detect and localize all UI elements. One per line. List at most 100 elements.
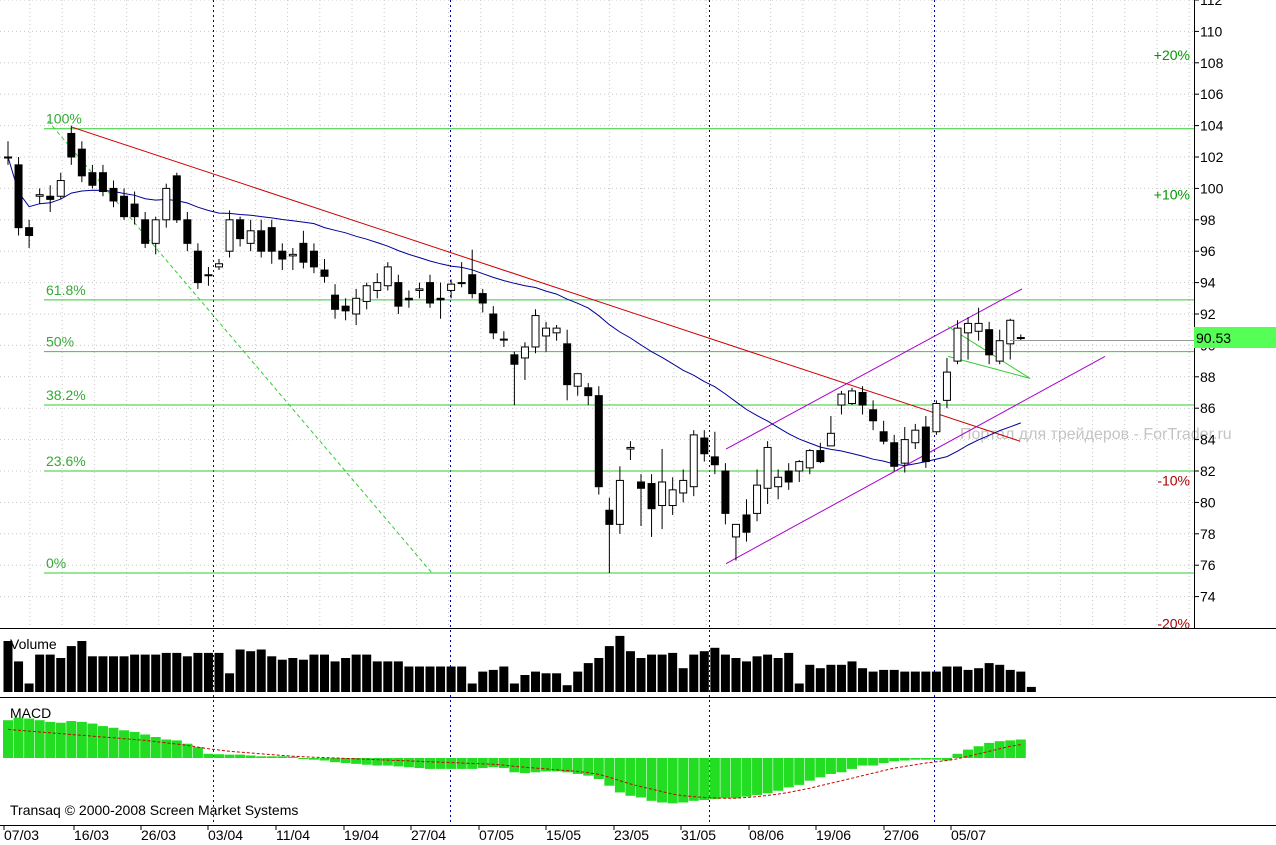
fib-level-label: 0% bbox=[46, 555, 66, 571]
macd-bar bbox=[509, 758, 520, 773]
candle-body-down bbox=[299, 242, 308, 263]
volume-bar bbox=[341, 658, 351, 692]
candle-body-up bbox=[520, 346, 529, 359]
candle-body-up bbox=[795, 461, 804, 472]
candles bbox=[4, 125, 1025, 574]
volume-bar bbox=[140, 654, 150, 692]
volume-bar bbox=[214, 652, 224, 692]
percent-level-label: -10% bbox=[1157, 472, 1190, 488]
candle-body-down bbox=[563, 343, 572, 386]
volume-bar bbox=[1016, 671, 1026, 692]
volume-bar bbox=[531, 671, 540, 692]
candle-body-up bbox=[658, 481, 667, 507]
candle-body-down bbox=[267, 227, 276, 252]
price-tick-label: 88 bbox=[1200, 369, 1216, 385]
candle-body-up bbox=[932, 402, 941, 433]
candle-body-down bbox=[478, 293, 487, 304]
flag-lower-line bbox=[947, 355, 1031, 379]
volume-bar bbox=[562, 685, 572, 692]
macd-bar bbox=[941, 758, 952, 761]
candle-body-down bbox=[921, 426, 930, 463]
macd-bar bbox=[562, 758, 573, 773]
candle-body-up bbox=[246, 230, 255, 244]
time-tick-label: 27/06 bbox=[884, 827, 919, 843]
time-tick-label: 31/05 bbox=[681, 827, 716, 843]
macd-bar bbox=[541, 758, 552, 772]
candle-body-down bbox=[647, 483, 656, 510]
candle-body-down bbox=[88, 172, 97, 186]
price-tick-label: 110 bbox=[1200, 23, 1223, 39]
macd-bar bbox=[129, 731, 140, 758]
volume-bar bbox=[836, 664, 846, 692]
candle-body-up bbox=[805, 450, 814, 469]
time-tick-label: 27/04 bbox=[411, 827, 446, 843]
volume-bar bbox=[372, 661, 382, 692]
candle-body-down bbox=[721, 470, 730, 514]
macd-bar bbox=[952, 753, 963, 758]
candle-body-down bbox=[25, 227, 34, 236]
macd-bar bbox=[783, 758, 794, 788]
candle-body-up bbox=[763, 446, 772, 489]
candle-body-up bbox=[942, 371, 951, 401]
volume-bar bbox=[66, 646, 76, 692]
volume-bar bbox=[45, 654, 55, 692]
volume-bar bbox=[541, 673, 551, 692]
candle-body-down bbox=[890, 442, 899, 467]
volume-bar bbox=[731, 658, 741, 692]
macd-bar bbox=[994, 741, 1005, 758]
price-tick-label: 80 bbox=[1200, 494, 1216, 510]
macd-bar bbox=[815, 758, 826, 778]
volume-bar bbox=[763, 654, 773, 692]
volume-bar bbox=[267, 656, 277, 692]
price-tick-label: 104 bbox=[1200, 118, 1224, 134]
candle-body-up bbox=[373, 282, 382, 291]
candle-body-up bbox=[4, 156, 12, 159]
time-tick-label: 08/06 bbox=[749, 827, 784, 843]
macd-bar bbox=[171, 740, 182, 758]
candle-body-up bbox=[900, 439, 909, 464]
candle-body-up bbox=[352, 297, 361, 315]
macd-bar bbox=[730, 758, 741, 799]
macd-bar bbox=[393, 758, 404, 767]
fib-level-label: 50% bbox=[46, 334, 74, 350]
fib-level-label: 61.8% bbox=[46, 282, 86, 298]
volume-panel-label: Volume bbox=[10, 636, 57, 652]
candle-body-up bbox=[225, 219, 234, 252]
volume-bar bbox=[995, 664, 1005, 692]
candle-body-up bbox=[615, 479, 624, 525]
volume-bar bbox=[87, 656, 97, 692]
candle-body-up bbox=[415, 288, 424, 291]
macd-bar bbox=[604, 758, 615, 786]
macd-bar bbox=[55, 722, 66, 758]
macd-bar bbox=[678, 758, 689, 803]
candle-body-up bbox=[499, 338, 508, 341]
candle-body-down bbox=[278, 250, 287, 260]
volume-bar bbox=[805, 664, 815, 692]
candle-body-up bbox=[753, 484, 762, 514]
macd-bar bbox=[720, 758, 731, 799]
candle-body-up bbox=[964, 322, 973, 334]
price-tick-label: 108 bbox=[1200, 55, 1224, 71]
macd-bar bbox=[836, 758, 847, 773]
volume-bar bbox=[889, 669, 899, 692]
macd-bar bbox=[45, 721, 56, 758]
fib-level-label: 100% bbox=[46, 111, 82, 127]
macd-bar bbox=[762, 758, 773, 794]
macd-bar bbox=[857, 758, 868, 766]
candle-body-up bbox=[626, 446, 635, 450]
candle-body-down bbox=[67, 132, 76, 158]
candle-body-up bbox=[162, 187, 171, 221]
macd-bar bbox=[804, 758, 815, 781]
volume-bar bbox=[161, 652, 171, 692]
macd-bar bbox=[277, 756, 288, 758]
volume-bar bbox=[499, 666, 509, 692]
time-tick-label: 15/05 bbox=[546, 827, 581, 843]
candle-body-up bbox=[911, 429, 920, 444]
macd-bar bbox=[551, 758, 562, 772]
candle-body-down bbox=[341, 305, 350, 312]
macd-bar bbox=[425, 758, 435, 769]
candle-body-up bbox=[204, 274, 213, 277]
volume-bar bbox=[98, 656, 108, 692]
